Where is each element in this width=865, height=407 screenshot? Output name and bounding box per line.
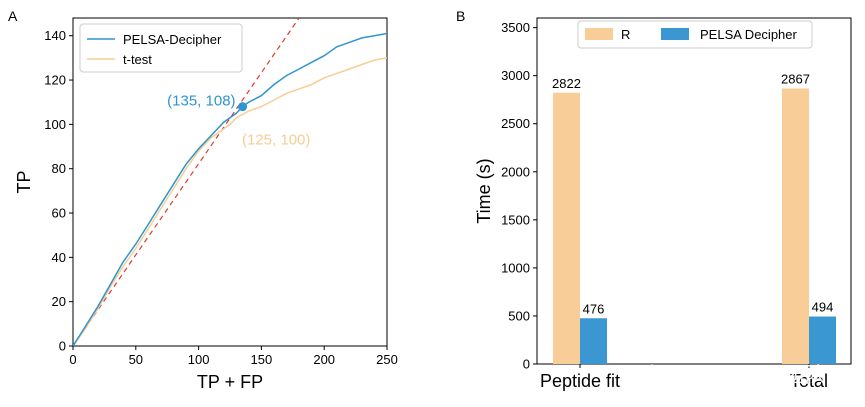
panel-b-plot-frame	[536, 17, 852, 365]
bar-pelsa-decipher	[809, 316, 836, 364]
legend-label-pelsa-decipher-bar: PELSA Decipher	[700, 27, 798, 42]
y-tick-label: 1500	[501, 212, 530, 227]
x-tick-label: 200	[313, 352, 335, 367]
x-tick-label: 100	[188, 352, 210, 367]
x-tick-label: 250	[376, 352, 398, 367]
x-category-label: Total	[790, 371, 828, 391]
panel-a-legend: PELSA-Decipher t-test	[79, 23, 243, 73]
panel-b-axis-ticks: 0 500 1000 1500 2000 2500 3000 3500 Peptide fit T…	[501, 20, 828, 391]
series-line-pelsa-decipher	[73, 32, 387, 346]
bar-r	[553, 92, 580, 364]
x-tick-label: 0	[69, 352, 76, 367]
x-tick-label: 50	[129, 352, 143, 367]
panel-b-y-axis-label: Time (s)	[474, 158, 494, 223]
panel-b-legend-box	[577, 20, 813, 49]
y-tick-label: 140	[44, 28, 66, 43]
y-tick-label: 120	[44, 73, 66, 88]
y-tick-label: 3500	[501, 20, 530, 35]
bar-pelsa-decipher	[580, 318, 607, 364]
y-tick-label: 1000	[501, 260, 530, 275]
y-tick-label: 20	[52, 294, 66, 309]
panel-a-legend-box	[79, 23, 243, 73]
panel-b-bars: 2822 476 2867 494	[552, 71, 836, 364]
diagonal-reference-line	[73, 18, 300, 346]
bar-value-label: 2822	[552, 76, 581, 91]
legend-swatch-r	[585, 28, 613, 40]
y-tick-label: 0	[59, 339, 66, 354]
y-tick-label: 500	[508, 308, 530, 323]
x-tick-label: 150	[251, 352, 273, 367]
panel-a-axis-ticks: 0 50 100 150 200 250 0 20 40 60 80 100 120 140	[44, 28, 398, 367]
panel-a-line-chart: A 0 50 100 150 200 250 0 20 40 60 80 100 120 140 (135…	[8, 8, 398, 392]
panel-a-annotations: (135, 108) (125, 100)	[167, 93, 310, 149]
panel-b-legend: R PELSA Decipher	[577, 20, 813, 49]
bar-value-label: 2867	[781, 71, 810, 86]
y-tick-label: 100	[44, 117, 66, 132]
annotation-label: (125, 100)	[242, 131, 310, 148]
y-tick-label: 2500	[501, 116, 530, 131]
panel-b-label: B	[456, 8, 465, 24]
panel-b-bar-chart: B 0 500 1000 1500 2000 2500 3000 3500 Peptide fi…	[456, 8, 852, 391]
panel-a-label: A	[8, 8, 18, 24]
annotation-marker	[238, 102, 248, 112]
legend-label-pelsa-decipher: PELSA-Decipher	[123, 32, 222, 47]
legend-label-t-test: t-test	[123, 52, 152, 67]
annotation-label: (135, 108)	[167, 93, 235, 110]
bar-value-label: 494	[812, 300, 834, 315]
legend-label-r: R	[621, 27, 630, 42]
bar-value-label: 476	[583, 301, 605, 316]
y-tick-label: 80	[52, 161, 66, 176]
panel-a-y-axis-label: TP	[14, 170, 34, 193]
bar-r	[782, 88, 809, 364]
x-category-label: Peptide fit	[540, 371, 620, 391]
y-tick-label: 40	[52, 250, 66, 265]
panel-a-x-axis-label: TP + FP	[197, 372, 263, 392]
y-tick-label: 3000	[501, 68, 530, 83]
legend-swatch-pelsa-decipher-bar	[661, 28, 689, 40]
y-tick-label: 60	[52, 206, 66, 221]
y-tick-label: 2000	[501, 164, 530, 179]
series-line-t-test	[73, 57, 387, 346]
panel-a-series	[73, 18, 387, 346]
panel-a-plot-frame	[72, 17, 388, 347]
watermark: 知乎 @PELSA团队	[648, 363, 825, 387]
y-tick-label: 0	[523, 357, 530, 372]
